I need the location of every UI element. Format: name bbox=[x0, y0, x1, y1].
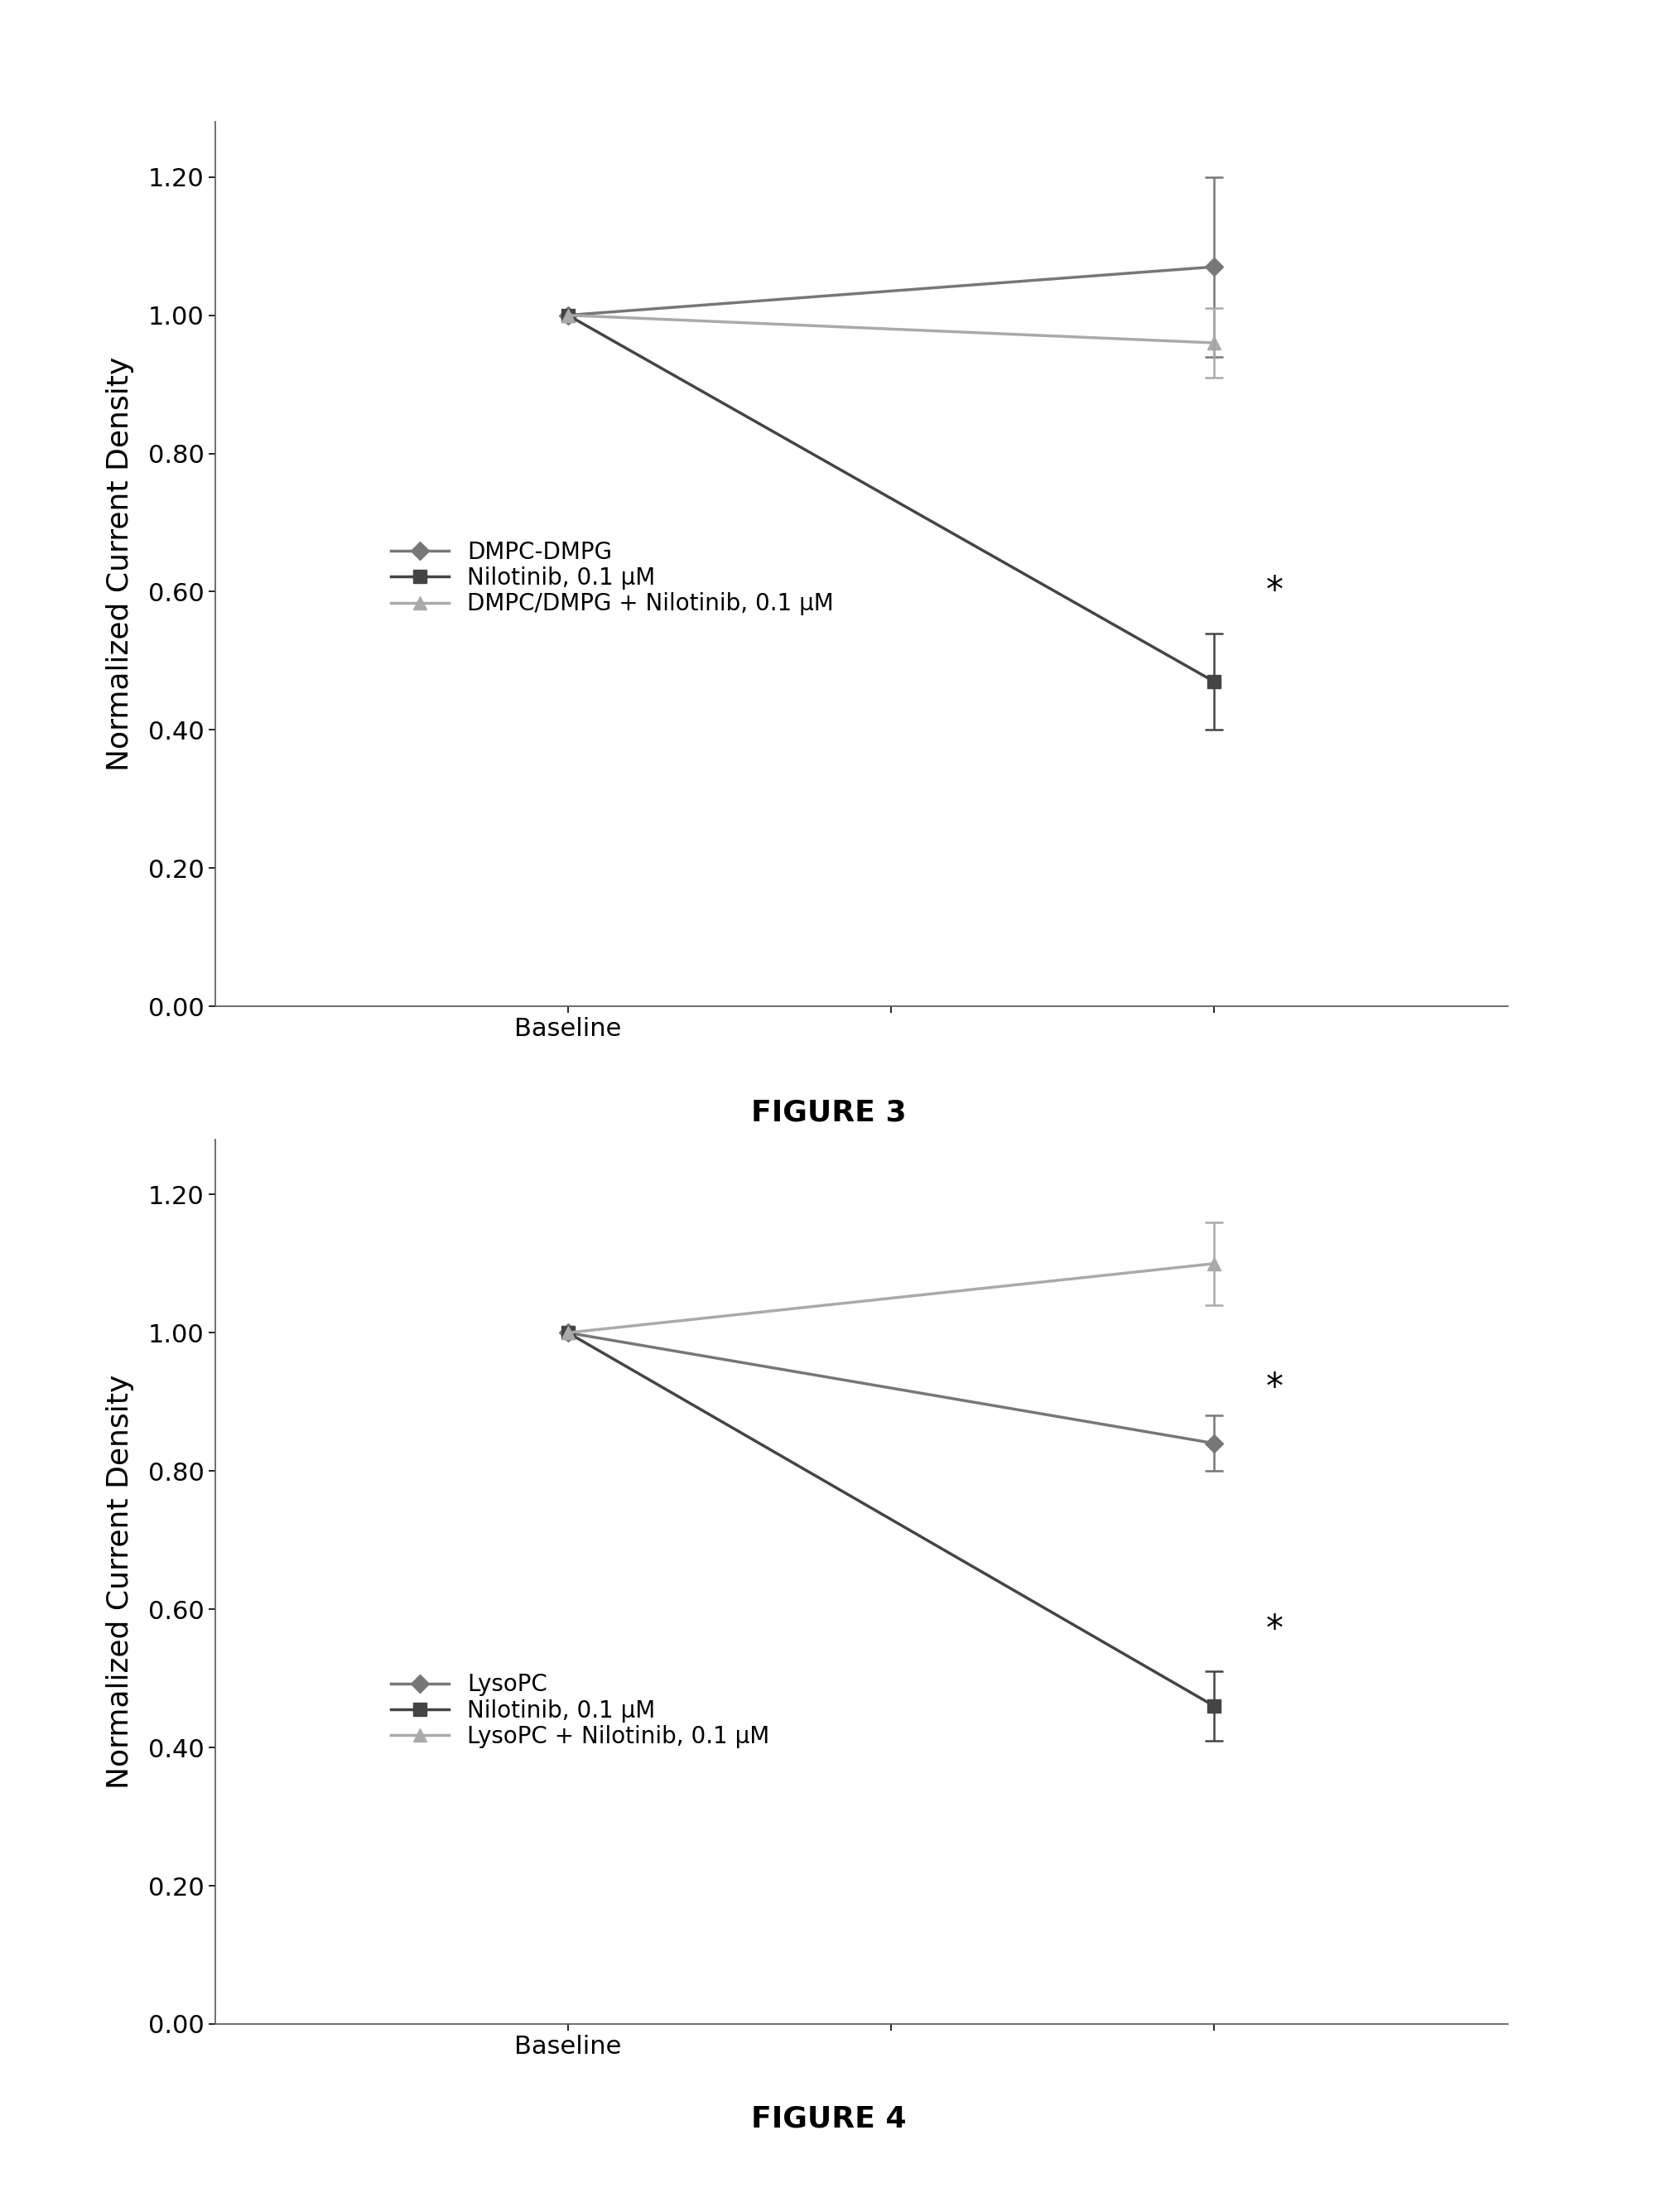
Line: Nilotinib, 0.1 μM: Nilotinib, 0.1 μM bbox=[562, 1327, 1221, 1712]
Text: *: * bbox=[1266, 1613, 1283, 1648]
Line: DMPC/DMPG + Nilotinib, 0.1 μM: DMPC/DMPG + Nilotinib, 0.1 μM bbox=[562, 310, 1221, 349]
Nilotinib, 0.1 μM bbox=[558, 301, 578, 327]
Line: LysoPC + Nilotinib, 0.1 μM: LysoPC + Nilotinib, 0.1 μM bbox=[562, 1256, 1221, 1338]
Y-axis label: Normalized Current Density: Normalized Current Density bbox=[106, 1374, 134, 1790]
Text: FIGURE 4: FIGURE 4 bbox=[751, 2106, 906, 2132]
LysoPC bbox=[1205, 1429, 1225, 1455]
Legend: LysoPC, Nilotinib, 0.1 μM, LysoPC + Nilotinib, 0.1 μM: LysoPC, Nilotinib, 0.1 μM, LysoPC + Nilo… bbox=[383, 1663, 779, 1756]
Nilotinib, 0.1 μM bbox=[1205, 668, 1225, 695]
LysoPC + Nilotinib, 0.1 μM bbox=[1205, 1250, 1225, 1276]
Line: LysoPC: LysoPC bbox=[562, 1327, 1221, 1449]
DMPC-DMPG bbox=[1205, 254, 1225, 281]
DMPC-DMPG bbox=[558, 301, 578, 327]
Nilotinib, 0.1 μM bbox=[1205, 1692, 1225, 1719]
LysoPC + Nilotinib, 0.1 μM bbox=[558, 1318, 578, 1345]
DMPC/DMPG + Nilotinib, 0.1 μM bbox=[1205, 330, 1225, 356]
Nilotinib, 0.1 μM bbox=[558, 1318, 578, 1345]
LysoPC bbox=[558, 1318, 578, 1345]
Text: *: * bbox=[1266, 1371, 1283, 1405]
Line: DMPC-DMPG: DMPC-DMPG bbox=[562, 261, 1221, 321]
Line: Nilotinib, 0.1 μM: Nilotinib, 0.1 μM bbox=[562, 310, 1221, 688]
DMPC/DMPG + Nilotinib, 0.1 μM bbox=[558, 301, 578, 327]
Legend: DMPC-DMPG, Nilotinib, 0.1 μM, DMPC/DMPG + Nilotinib, 0.1 μM: DMPC-DMPG, Nilotinib, 0.1 μM, DMPC/DMPG … bbox=[383, 531, 843, 624]
Text: FIGURE 3: FIGURE 3 bbox=[751, 1099, 906, 1126]
Y-axis label: Normalized Current Density: Normalized Current Density bbox=[106, 356, 134, 772]
Text: *: * bbox=[1266, 575, 1283, 608]
